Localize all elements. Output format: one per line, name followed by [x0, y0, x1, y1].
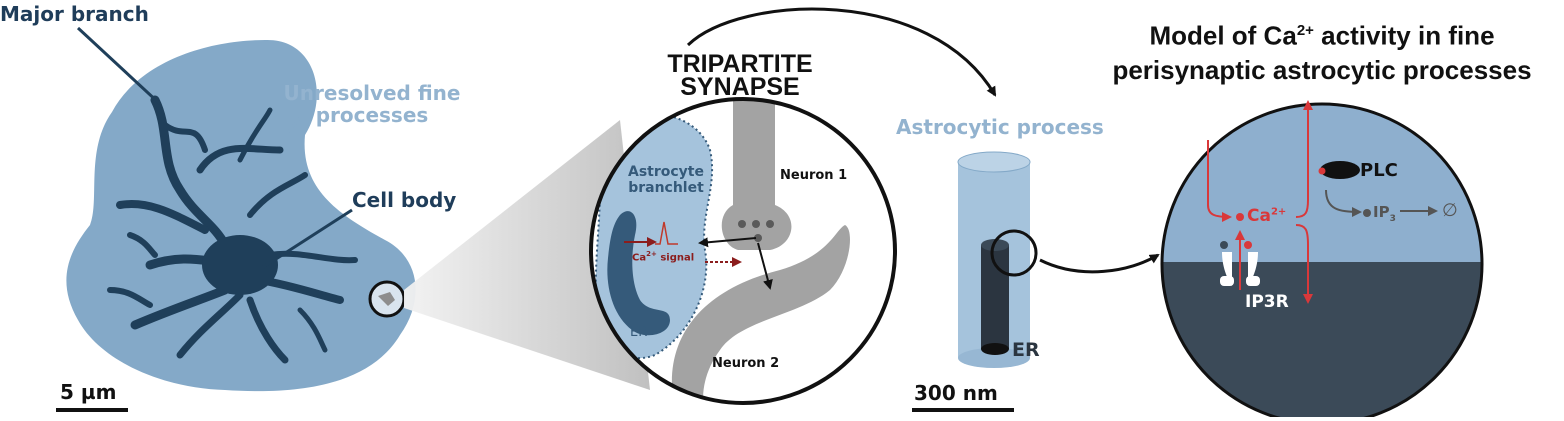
astrocyte-territory	[66, 39, 416, 392]
label-null: ∅	[1442, 200, 1458, 221]
astrocyte-skeleton	[107, 95, 358, 364]
label-tripartite-line2: SYNAPSE	[680, 73, 800, 101]
curved-arrow-top	[686, 7, 997, 97]
neuron-1-shape	[721, 100, 792, 250]
label-unresolved-line2: processes	[315, 103, 429, 127]
label-ca-model-sup: 2+	[1270, 206, 1287, 218]
plc-to-ip3-arrow	[1325, 189, 1362, 217]
process-to-model-arrow	[1039, 253, 1160, 274]
label-astrocyte-branchlet-line2: branchlet	[628, 180, 704, 196]
label-ip3: IP3	[1373, 203, 1396, 224]
label-tripartite-line1: TRIPARTITE	[667, 50, 813, 78]
label-tripartite: TRIPARTITE SYNAPSE	[640, 50, 840, 101]
label-ca-signal-suffix: signal	[656, 252, 695, 264]
label-plc: PLC	[1360, 160, 1398, 181]
label-astrocytic-process: Astrocytic process	[896, 115, 1104, 139]
label-er-cylinder: ER	[1012, 339, 1040, 361]
synapse-zoom	[589, 97, 897, 405]
er-region	[1162, 262, 1482, 421]
model-title-suffix: activity in fine	[1313, 20, 1495, 51]
label-astrocyte-branchlet: Astrocyte branchlet	[616, 164, 716, 196]
label-ip3-prefix: IP	[1373, 203, 1390, 221]
label-er-small: ER	[630, 325, 648, 340]
plc-enzyme	[1320, 161, 1360, 179]
cytosol-region	[1162, 104, 1482, 262]
zoom-circle-process	[990, 229, 1038, 277]
vesicle-3	[766, 220, 774, 228]
synapse-circle-border	[589, 97, 897, 405]
label-ca-signal-prefix: Ca	[632, 252, 647, 264]
glutamate-arrow-to-neuron2	[757, 242, 773, 290]
model-title-sup: 2+	[1296, 22, 1314, 39]
cell-body	[202, 235, 278, 295]
label-unresolved-line1: Unresolved fine	[283, 81, 461, 105]
label-unresolved: Unresolved fine processes	[272, 82, 472, 126]
scalebar-right	[912, 408, 1014, 412]
ca-trace	[655, 221, 678, 245]
label-ca-signal: Ca2+ signal	[632, 250, 694, 263]
label-scale-right: 300 nm	[914, 381, 998, 405]
glutamate-arrow-to-astro	[698, 237, 757, 248]
model-title-line2: perisynaptic astrocytic processes	[1112, 54, 1532, 85]
label-ip3r: IP3R	[1245, 292, 1289, 312]
ca-outflux-right	[1295, 100, 1313, 218]
er-cylinder	[981, 245, 1009, 349]
zoom-cone	[404, 120, 650, 390]
ca-to-er	[1295, 224, 1313, 304]
model-title-prefix: Model of Ca	[1149, 20, 1297, 51]
ca-influx-bracket	[1207, 140, 1232, 222]
ip3-node	[1363, 209, 1371, 217]
branchlet-er-shape	[607, 211, 670, 336]
model-title-line1: Model of Ca2+ activity in fine	[1080, 14, 1564, 53]
label-neuron1: Neuron 1	[780, 168, 848, 183]
model-title: Model of Ca2+ activity in fine perisynap…	[1080, 14, 1564, 87]
vesicle-2	[752, 220, 760, 228]
label-scale-left: 5 µm	[60, 380, 117, 404]
neuron-2-shape	[671, 225, 851, 403]
ip3-binding-left	[1220, 241, 1228, 249]
scalebar-left	[56, 408, 128, 412]
ca-binding-right	[1244, 241, 1252, 249]
vesicle-1	[738, 220, 746, 228]
model-circle	[1160, 100, 1484, 421]
ca-node	[1236, 213, 1244, 221]
unresolved-pointer	[286, 117, 302, 133]
major-branch-pointer	[76, 26, 162, 106]
cell-body-pointer	[261, 208, 353, 270]
vesicle-4	[754, 234, 762, 242]
label-astrocyte-branchlet-line1: Astrocyte	[628, 164, 704, 180]
label-ca-model-prefix: Ca	[1247, 206, 1271, 226]
zoom-circle-neuron	[378, 292, 395, 306]
astrocyte-cell	[66, 26, 416, 392]
label-ca-signal-sup: 2+	[646, 250, 657, 258]
process-cylinder	[957, 151, 1038, 368]
label-ip3-sub: 3	[1389, 214, 1396, 224]
label-cell-body: Cell body	[352, 188, 457, 212]
label-major-branch: Major branch	[0, 2, 149, 26]
label-ca-model: Ca2+	[1247, 206, 1286, 226]
label-neuron2: Neuron 2	[712, 356, 780, 371]
